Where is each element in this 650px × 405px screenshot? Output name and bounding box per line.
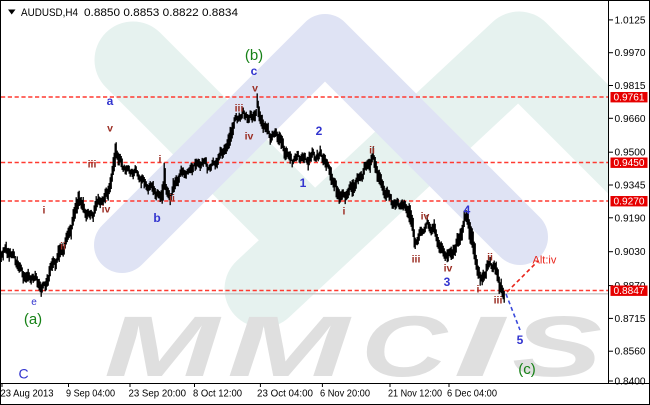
svg-text:0.9970: 0.9970 — [615, 48, 646, 59]
svg-text:6 Nov 20:00: 6 Nov 20:00 — [320, 389, 370, 400]
svg-text:a: a — [107, 94, 114, 108]
svg-text:iv: iv — [421, 211, 430, 223]
svg-text:1.0125: 1.0125 — [615, 15, 646, 26]
svg-text:0.9270: 0.9270 — [614, 197, 645, 208]
svg-text:2: 2 — [316, 124, 323, 138]
svg-text:b: b — [153, 211, 160, 225]
svg-text:v: v — [107, 123, 113, 135]
svg-text:0.8400: 0.8400 — [615, 377, 646, 388]
svg-text:e: e — [31, 297, 37, 308]
svg-text:c: c — [251, 64, 258, 78]
svg-text:23 Sep 20:00: 23 Sep 20:00 — [129, 389, 187, 400]
svg-text:iii: iii — [494, 295, 503, 307]
svg-text:0.9815: 0.9815 — [615, 81, 646, 92]
svg-text:5: 5 — [517, 333, 524, 347]
svg-text:3: 3 — [444, 275, 451, 289]
svg-text:AUDUSD,H4: AUDUSD,H4 — [21, 7, 78, 19]
svg-text:0.9450: 0.9450 — [614, 158, 645, 169]
svg-text:8 Oct 12:00: 8 Oct 12:00 — [193, 389, 242, 400]
svg-text:i: i — [43, 205, 46, 217]
svg-text:0.9761: 0.9761 — [614, 93, 645, 104]
svg-text:9 Sep 04:00: 9 Sep 04:00 — [66, 389, 115, 400]
svg-text:ii: ii — [60, 241, 66, 253]
svg-text:i: i — [343, 206, 346, 218]
svg-text:C: C — [18, 366, 28, 382]
svg-text:ii: ii — [169, 193, 175, 205]
svg-text:iii: iii — [88, 159, 97, 171]
svg-text:4: 4 — [464, 203, 471, 217]
svg-text:23 Oct 04:00: 23 Oct 04:00 — [257, 389, 313, 400]
svg-text:0.9030: 0.9030 — [615, 247, 646, 258]
svg-text:6 Dec 04:00: 6 Dec 04:00 — [447, 389, 497, 400]
svg-text:iii: iii — [412, 254, 421, 266]
svg-text:iii: iii — [235, 103, 244, 115]
svg-text:ii: ii — [487, 252, 493, 264]
svg-text:i: i — [477, 284, 480, 296]
svg-text:iv: iv — [245, 131, 254, 143]
svg-text:(b): (b) — [245, 47, 263, 64]
svg-text:M: M — [227, 299, 353, 395]
svg-text:v: v — [252, 83, 258, 95]
svg-text:(c): (c) — [518, 361, 536, 378]
svg-text:ii: ii — [369, 145, 375, 157]
svg-text:23 Aug 2013: 23 Aug 2013 — [1, 389, 54, 400]
svg-text:0.9660: 0.9660 — [615, 114, 646, 125]
svg-text:0.8847: 0.8847 — [614, 286, 645, 297]
svg-text:S: S — [512, 299, 602, 395]
svg-text:0.8850 0.8853 0.8822 0.8834: 0.8850 0.8853 0.8822 0.8834 — [84, 7, 238, 19]
svg-text:iv: iv — [102, 204, 111, 216]
svg-text:iv: iv — [444, 263, 453, 275]
svg-text:0.9345: 0.9345 — [615, 181, 646, 192]
svg-text:C: C — [361, 299, 450, 395]
svg-text:M: M — [104, 299, 223, 395]
svg-text:0.8560: 0.8560 — [615, 347, 646, 358]
svg-text:0.9190: 0.9190 — [615, 213, 646, 224]
svg-text:I: I — [453, 299, 508, 395]
svg-text:(a): (a) — [24, 311, 42, 328]
svg-text:0.8715: 0.8715 — [615, 314, 646, 325]
svg-text:i: i — [159, 154, 162, 166]
svg-text:Alt:iv: Alt:iv — [533, 255, 557, 267]
svg-text:21 Nov 12:00: 21 Nov 12:00 — [388, 389, 442, 400]
svg-text:1: 1 — [300, 176, 307, 190]
svg-text:0.9500: 0.9500 — [615, 148, 646, 159]
